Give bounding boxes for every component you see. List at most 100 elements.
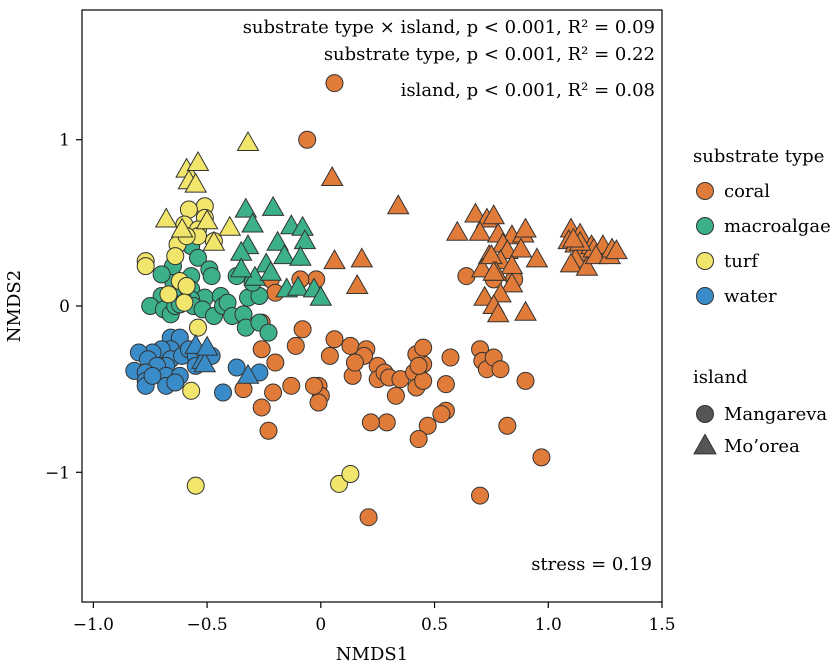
point-coral-moorea [509,237,533,258]
point-turf-mangareva [177,277,196,296]
point-turf-mangareva [175,293,194,312]
point-coral-mangareva [386,386,405,405]
point-coral-mangareva [491,360,510,379]
point-coral-moorea [323,249,346,270]
point-turf-moorea [170,217,194,238]
legend-island-title: island [693,367,748,388]
legend-swatch-moorea [693,433,717,455]
legend-substrate-entries: coral macroalgae turf water [696,181,831,307]
point-macroalgae-moorea [289,245,312,266]
point-coral-mangareva [359,508,378,527]
legend: substrate type coralmacroalgaeturfwater … [693,146,831,457]
point-macroalgae-moorea [266,230,289,251]
point-macroalgae-moorea [234,197,258,218]
point-macroalgae-moorea [261,195,285,216]
point-coral-moorea [575,255,599,276]
point-coral-moorea [468,220,492,241]
annotation-substrate: substrate type, p < 0.001, R² = 0.22 [324,44,655,65]
point-turf-moorea [195,209,219,230]
point-coral-moorea [345,273,369,294]
y-axis-title: NMDS2 [4,270,25,342]
point-coral-mangareva [418,416,437,435]
point-turf-mangareva [182,381,201,400]
point-coral-mangareva [298,130,317,149]
point-coral-moorea [350,247,374,268]
point-coral-mangareva [264,383,283,402]
point-turf-moorea [218,215,242,236]
point-coral-moorea [559,252,583,273]
point-water-mangareva [143,366,162,385]
point-coral-mangareva [471,486,490,505]
point-coral-moorea [464,202,487,223]
point-coral-moorea [514,217,537,238]
x-tick-label: 0.5 [421,615,448,635]
point-coral-mangareva [436,375,455,394]
legend-swatch-mangareva [696,405,714,423]
point-coral-mangareva [259,421,278,440]
point-macroalgae-moorea [259,260,283,281]
axis-ticks: −1.0 −0.5 0 0.5 1.0 1.5 1 0 −1 [45,131,676,635]
point-coral-mangareva [252,398,271,417]
point-water-moorea [236,363,260,384]
point-coral-moorea [386,194,410,215]
point-coral-mangareva [409,430,428,449]
point-turf-mangareva [159,285,178,304]
annotation-stress: stress = 0.19 [531,554,652,575]
point-macroalgae-moorea [293,229,317,250]
legend-label-island: Mangareva [724,404,827,425]
point-coral-mangareva [432,405,451,424]
point-coral-mangareva [498,416,517,435]
point-turf-mangareva [166,247,185,266]
point-water-mangareva [166,373,185,392]
point-coral-moorea [486,302,510,323]
point-macroalgae-moorea [273,244,296,265]
legend-substrate-title: substrate type [693,146,824,167]
point-macroalgae-moorea [286,275,310,296]
x-tick-label: 0 [315,615,326,635]
legend-label-island: Mo’orea [724,436,800,457]
point-macroalgae-mangareva [152,265,171,284]
x-tick-label: 1.5 [648,615,675,635]
point-turf-moorea [186,150,210,171]
legend-label-coral: coral [724,181,770,202]
legend-swatch-water [696,287,714,305]
point-coral-moorea [445,220,469,241]
point-macroalgae-moorea [309,285,333,306]
point-macroalgae-mangareva [189,248,207,267]
point-coral-moorea [320,165,344,186]
point-water-moorea [193,352,217,373]
point-coral-moorea [480,244,503,265]
point-macroalgae-mangareva [202,267,221,286]
point-coral-moorea [584,244,608,265]
point-coral-mangareva [325,330,344,349]
legend-label-turf: turf [724,251,759,272]
point-coral-moorea [482,204,506,225]
point-coral-mangareva [325,74,344,93]
point-coral-mangareva [286,336,305,355]
point-coral-mangareva [441,348,460,367]
point-turf-mangareva [186,476,205,495]
point-coral-mangareva [320,346,339,365]
point-turf-mangareva [179,200,198,219]
point-coral-mangareva [377,413,396,432]
point-coral-moorea [482,260,506,281]
point-water-mangareva [227,358,246,377]
annotation-island: island, p < 0.001, R² = 0.08 [401,80,655,101]
point-coral-mangareva [345,353,364,372]
point-coral-mangareva [305,376,323,395]
point-turf-mangareva [330,474,349,493]
legend-swatch-macroalgae [696,217,714,235]
point-turf-moorea [202,230,226,251]
x-tick-label: −1.0 [73,615,114,635]
legend-label-macroalgae: macroalgae [724,216,831,237]
point-macroalgae-moorea [241,212,264,233]
point-coral-mangareva [266,353,285,372]
y-tick-label: 0 [59,297,70,317]
point-coral-mangareva [361,413,380,432]
point-turf-moorea [154,207,178,228]
point-turf-mangareva [136,257,155,276]
y-tick-label: 1 [59,131,70,151]
x-tick-label: 1.0 [535,615,562,635]
point-turf-mangareva [189,318,207,337]
